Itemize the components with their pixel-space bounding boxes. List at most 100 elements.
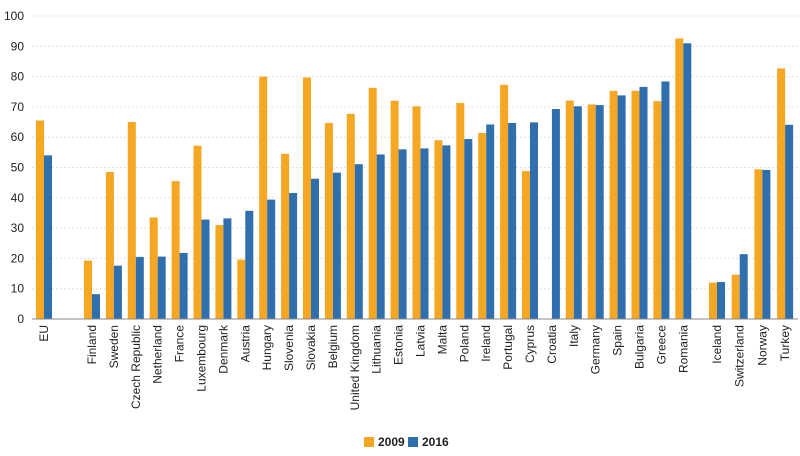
bar-2016-belgium bbox=[332, 172, 341, 319]
x-tick-label: Austria bbox=[238, 325, 252, 363]
bar-2016-denmark bbox=[223, 218, 232, 319]
bar-2009-luxembourg bbox=[193, 145, 202, 319]
bar-2016-luxembourg bbox=[201, 219, 210, 319]
bar-2016-italy bbox=[573, 106, 582, 319]
bar-2016-romania bbox=[683, 43, 692, 320]
bar-2016-poland bbox=[464, 139, 473, 319]
bar-2016-estonia bbox=[398, 149, 407, 319]
x-tick-label: Estonia bbox=[392, 325, 406, 365]
bar-2009-belgium bbox=[324, 122, 333, 319]
x-tick-label: Netherland bbox=[151, 325, 165, 384]
x-tick-label: Poland bbox=[457, 325, 471, 362]
bar-2009-romania bbox=[675, 38, 684, 320]
bar-2016-cyprus bbox=[530, 122, 538, 319]
bar-2009-bulgaria bbox=[631, 90, 640, 319]
bar-2009-turkey bbox=[777, 68, 786, 319]
bar-2016-iceland bbox=[717, 282, 725, 319]
bar-2016-lithuania bbox=[376, 154, 385, 319]
x-tick-label: Luxembourg bbox=[195, 325, 209, 392]
bar-2009-germany bbox=[587, 104, 596, 319]
bar-2009-denmark bbox=[215, 225, 224, 319]
bar-2009-greece bbox=[653, 101, 662, 319]
x-tick-label: Greece bbox=[654, 325, 668, 365]
x-tick-label: Latvia bbox=[414, 325, 428, 357]
bar-2016-hungary bbox=[267, 199, 276, 319]
bar-2016-sweden bbox=[113, 265, 122, 319]
x-tick-label: United Kingdom bbox=[348, 325, 362, 410]
x-tick-label: Ireland bbox=[479, 325, 493, 362]
legend-label-2016: 2016 bbox=[422, 435, 449, 449]
bar-2016-austria bbox=[245, 210, 254, 319]
bar-2009-hungary bbox=[259, 76, 268, 319]
bar-2009-latvia bbox=[412, 106, 421, 319]
x-tick-label: Denmark bbox=[216, 324, 230, 374]
x-tick-label: Norway bbox=[755, 325, 769, 366]
x-tick-label: Malta bbox=[435, 325, 449, 355]
bar-2009-austria bbox=[237, 259, 246, 319]
bar-2009-portugal bbox=[500, 84, 509, 319]
x-tick-label: Switzerland bbox=[733, 325, 747, 387]
x-tick-label: Cyprus bbox=[523, 325, 537, 363]
bar-2016-czech-republic bbox=[135, 256, 144, 319]
x-tick-label: Slovenia bbox=[282, 325, 296, 371]
y-tick-label: 30 bbox=[11, 221, 25, 235]
bar-2016-switzerland bbox=[739, 254, 748, 319]
x-axis-labels: EU Finland Sweden Czech Republic Netherland F… bbox=[37, 324, 792, 410]
y-tick-label: 40 bbox=[11, 191, 25, 205]
bar-2016-spain bbox=[617, 95, 626, 319]
bar-2009-eu bbox=[36, 120, 44, 319]
bar-2009-switzerland bbox=[731, 274, 740, 319]
x-tick-label: Czech Republic bbox=[129, 325, 143, 409]
bar-2009-lithuania bbox=[368, 87, 377, 319]
bar-2016-croatia bbox=[551, 109, 560, 320]
legend-label-2009: 2009 bbox=[378, 435, 405, 449]
x-tick-label: Spain bbox=[611, 325, 625, 356]
x-tick-label: Italy bbox=[567, 325, 581, 347]
bar-2016-finland bbox=[92, 294, 100, 319]
bar-2016-slovenia bbox=[289, 192, 298, 319]
y-tick-label: 20 bbox=[11, 251, 25, 265]
x-tick-label: Bulgaria bbox=[633, 325, 647, 369]
y-tick-label: 90 bbox=[11, 39, 25, 53]
bar-2016-germany bbox=[595, 105, 604, 319]
bar-2009-czech-republic bbox=[127, 122, 136, 319]
bar-2016-portugal bbox=[508, 122, 517, 319]
bar-2009-italy bbox=[565, 100, 574, 319]
legend: 2009 2016 bbox=[364, 435, 449, 449]
x-tick-label: Hungary bbox=[260, 325, 274, 370]
y-axis-ticks: 0 10 20 30 40 50 60 70 80 90 100 bbox=[4, 9, 24, 326]
bar-2016-latvia bbox=[420, 148, 429, 319]
bar-2009-norway bbox=[754, 169, 763, 319]
x-tick-label: Finland bbox=[85, 325, 99, 364]
bar-2016-france bbox=[179, 252, 188, 319]
bar-2009-poland bbox=[456, 102, 465, 319]
y-tick-label: 60 bbox=[11, 130, 25, 144]
x-tick-label: Croatia bbox=[545, 325, 559, 364]
bar-2016-greece bbox=[661, 81, 670, 319]
bar-2009-spain bbox=[609, 90, 618, 319]
bar-2009-slovenia bbox=[281, 153, 290, 319]
y-tick-label: 80 bbox=[11, 70, 25, 84]
y-tick-label: 0 bbox=[17, 312, 24, 326]
bar-2009-finland bbox=[84, 260, 92, 319]
x-tick-label: Sweden bbox=[107, 325, 121, 368]
bar-2016-united-kingdom bbox=[354, 164, 363, 319]
y-tick-label: 50 bbox=[11, 161, 25, 175]
x-tick-label: EU bbox=[37, 325, 51, 342]
bar-2016-slovakia bbox=[311, 178, 319, 319]
legend-swatch-2009 bbox=[364, 437, 374, 447]
x-tick-label: Romania bbox=[676, 325, 690, 373]
bar-2009-malta bbox=[434, 140, 443, 319]
bar-2016-netherland bbox=[157, 256, 166, 319]
bar-2016-bulgaria bbox=[639, 86, 648, 319]
bar-2016-eu bbox=[44, 155, 52, 319]
bar-2009-estonia bbox=[390, 100, 399, 319]
y-tick-label: 10 bbox=[11, 282, 25, 296]
x-tick-label: Germany bbox=[589, 325, 603, 374]
bar-2016-turkey bbox=[785, 124, 794, 319]
bar-2009-slovakia bbox=[303, 77, 311, 319]
bar-2009-iceland bbox=[709, 282, 717, 319]
bar-2016-ireland bbox=[486, 124, 495, 319]
legend-swatch-2016 bbox=[408, 437, 418, 447]
